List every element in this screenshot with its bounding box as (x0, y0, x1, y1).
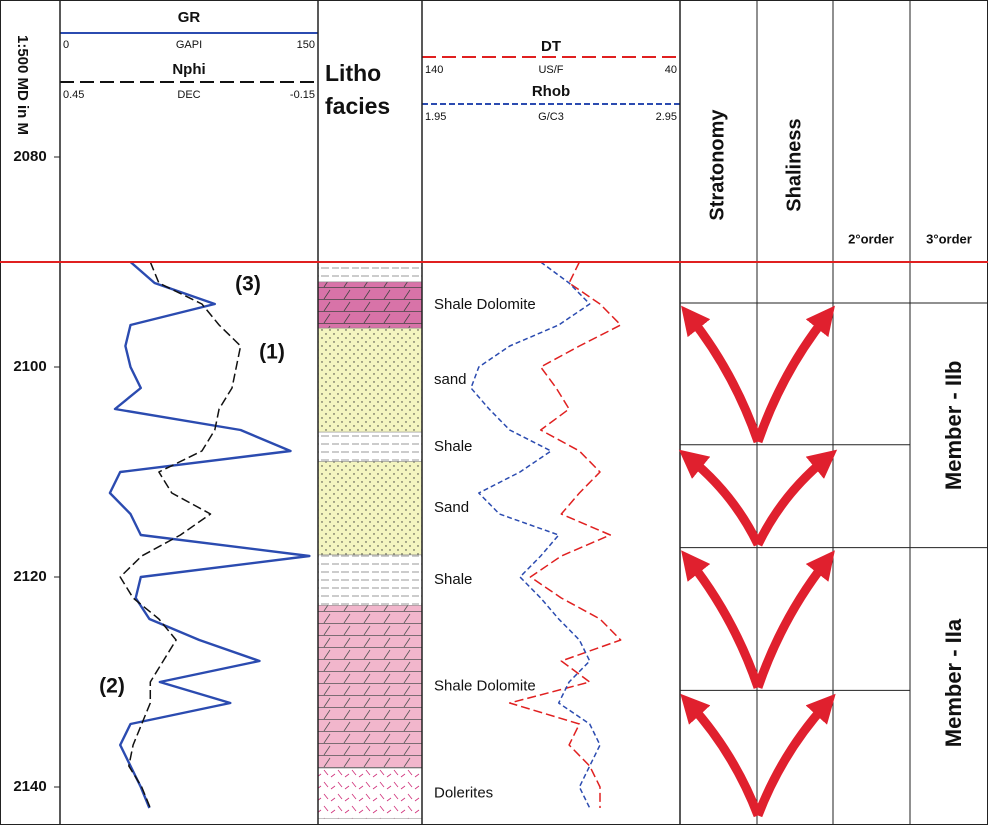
scale-label: 1:500 MD in M (14, 35, 31, 135)
curve-name: Nphi (172, 61, 205, 78)
litho-label: Shale (434, 438, 472, 455)
shaliness-title: Shaliness (783, 118, 805, 211)
curve-unit: DEC (177, 89, 200, 101)
litho-interval (318, 768, 422, 818)
depth-label: 2100 (13, 358, 46, 375)
litho-title: facies (325, 93, 390, 119)
curve-min: 0 (63, 39, 69, 51)
curve-max: 40 (665, 64, 677, 76)
annotation: (2) (99, 675, 125, 698)
third-order-title: 3°order (926, 231, 972, 246)
litho-label: Shale Dolomite (434, 296, 536, 313)
annotation: (1) (259, 341, 285, 364)
curve-max: 2.95 (656, 111, 677, 123)
litho-label: Shale Dolomite (434, 678, 536, 695)
curve-unit: GAPI (176, 39, 202, 51)
depth-label: 2120 (13, 568, 46, 585)
litho-label: sand (434, 371, 467, 388)
curve-unit: US/F (538, 64, 563, 76)
member-label: Member - IIa (941, 618, 966, 747)
stratonomy-title: Stratonomy (706, 109, 728, 221)
litho-label: Dolerites (434, 784, 493, 801)
member-label: Member - IIb (941, 360, 966, 490)
curve-name: GR (178, 9, 201, 26)
litho-interval (318, 328, 422, 432)
curve-name: DT (541, 38, 561, 55)
litho-interval (318, 605, 422, 768)
curve-min: 1.95 (425, 111, 446, 123)
curve-min: 140 (425, 64, 443, 76)
curve-max: -0.15 (290, 89, 315, 101)
litho-interval (318, 262, 422, 282)
litho-label: Shale (434, 571, 472, 588)
curve-min: 0.45 (63, 89, 84, 101)
curve-max: 150 (297, 39, 315, 51)
second-order-title: 2°order (848, 231, 894, 246)
depth-label: 2080 (13, 148, 46, 165)
litho-title: Litho (325, 60, 381, 86)
litho-interval (318, 555, 422, 605)
litho-interval (318, 462, 422, 555)
annotation: (3) (235, 273, 261, 296)
frame (1, 1, 988, 825)
curve-unit: G/C3 (538, 111, 564, 123)
litho-label: Sand (434, 499, 469, 516)
depth-label: 2140 (13, 778, 46, 795)
litho-interval (318, 282, 422, 328)
curve-name: Rhob (532, 83, 570, 100)
litho-interval (318, 432, 422, 461)
well-log: 1:500 MD in M Litho facies Stratonomy Sh… (0, 0, 988, 825)
